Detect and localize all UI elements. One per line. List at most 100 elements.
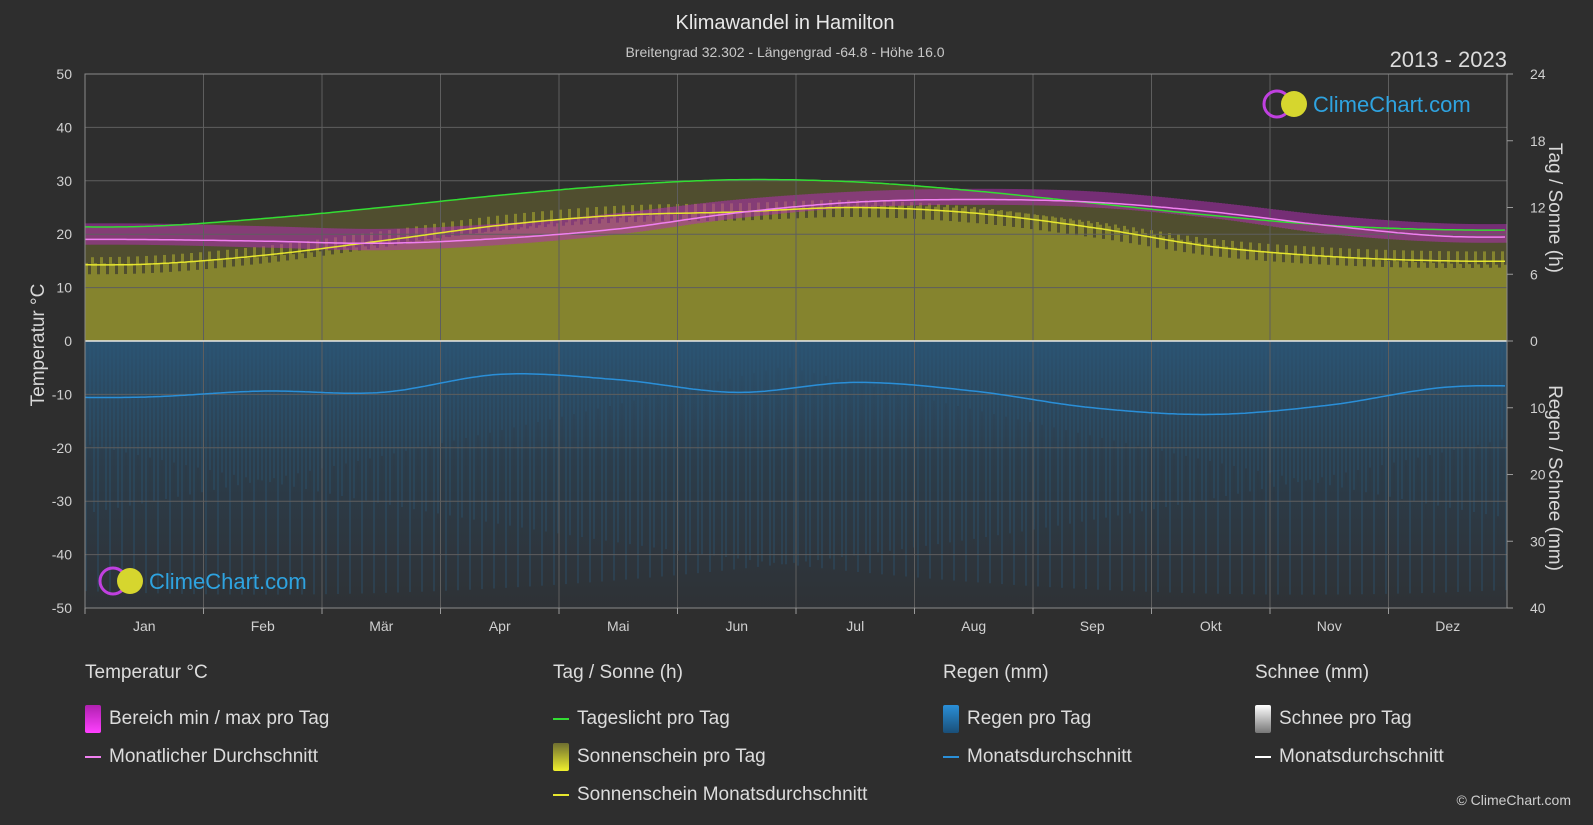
rain-column — [1425, 341, 1427, 504]
temp-range-column — [1492, 224, 1495, 243]
sunshine-column — [673, 214, 676, 341]
temp-range-column — [553, 219, 556, 241]
temp-range-column — [931, 189, 934, 206]
temp-range-column — [1111, 192, 1114, 209]
temp-range-column — [550, 219, 553, 242]
sunshine-column — [1189, 241, 1192, 341]
rain-column — [561, 341, 563, 417]
y-axis-right-top-label: Tag / Sonne (h) — [1544, 143, 1565, 273]
series-line-rain-avg — [84, 373, 1506, 416]
temp-range-column — [1420, 222, 1423, 242]
rain-column — [141, 341, 143, 504]
sunshine-column — [163, 254, 166, 341]
rain-column — [165, 341, 167, 499]
rain-column — [757, 341, 759, 567]
sunshine-column — [1159, 231, 1162, 341]
rain-column — [1485, 341, 1487, 515]
sunshine-column — [1027, 213, 1030, 341]
temp-range-column — [1285, 210, 1288, 229]
sunshine-column — [1258, 243, 1261, 341]
temp-range-column — [874, 190, 877, 207]
x-tick-label: Jul — [846, 618, 864, 634]
rain-column — [241, 341, 243, 595]
logo-top[interactable]: ClimeChart.com — [1262, 89, 1471, 119]
rain-column — [577, 341, 579, 584]
temp-range-column — [820, 193, 823, 210]
rain-column — [525, 341, 527, 425]
temp-range-column — [220, 225, 223, 247]
sunshine-column — [1132, 227, 1135, 341]
rain-column — [429, 341, 431, 446]
sunshine-column — [289, 243, 292, 341]
temp-range-column — [415, 228, 418, 250]
sunshine-column — [112, 263, 115, 341]
rain-column — [401, 341, 403, 508]
rain-column — [353, 341, 355, 499]
temp-range-column — [1177, 198, 1180, 215]
sunshine-column — [1195, 236, 1198, 341]
rain-column — [1369, 341, 1371, 468]
sunshine-column — [1252, 249, 1255, 341]
rain-column — [1393, 341, 1395, 463]
sunshine-column — [172, 254, 175, 341]
temp-range-column — [259, 226, 262, 248]
sunshine-column — [292, 254, 295, 341]
temp-range-column — [1480, 224, 1483, 243]
rain-column — [745, 341, 747, 569]
rain-column — [565, 341, 567, 585]
sunshine-swatch-icon — [553, 743, 569, 771]
rain-column — [1105, 341, 1107, 518]
sunshine-column — [682, 214, 685, 341]
temp-range-column — [466, 225, 469, 248]
sunshine-column — [1360, 259, 1363, 341]
sunshine-column — [730, 203, 733, 341]
sunshine-column — [856, 200, 859, 341]
sunshine-column — [1165, 249, 1168, 341]
sunshine-column — [817, 206, 820, 341]
temp-range-column — [610, 213, 613, 236]
temp-range-column — [232, 225, 235, 247]
sunshine-column — [1042, 215, 1045, 341]
x-tick-label: Okt — [1200, 618, 1222, 634]
temp-range-column — [628, 211, 631, 234]
rain-column — [841, 341, 843, 558]
chart-title: Klimawandel in Hamilton — [676, 12, 895, 34]
rain-column — [1229, 341, 1231, 594]
rain-column — [741, 341, 743, 376]
sunshine-column — [871, 205, 874, 341]
sunshine-column — [1048, 231, 1051, 341]
rain-column — [1449, 341, 1451, 508]
sunshine-column — [1297, 254, 1300, 341]
temp-range-column — [418, 227, 421, 250]
rain-column — [481, 341, 483, 590]
rain-column — [489, 341, 491, 433]
sunshine-column — [376, 247, 379, 341]
sunshine-column — [1045, 216, 1048, 341]
rain-column — [485, 341, 487, 522]
sunshine-column — [1021, 227, 1024, 341]
sunshine-column — [535, 227, 538, 341]
rain-column — [1489, 341, 1491, 443]
temp-range-column — [1234, 204, 1237, 222]
sunshine-column — [529, 226, 532, 341]
temp-range-column — [1261, 207, 1264, 226]
temp-range-column — [1432, 222, 1435, 242]
temp-range-column — [778, 196, 781, 214]
sunshine-column — [1102, 238, 1105, 341]
temp-range-column — [634, 211, 637, 233]
sunshine-column — [1447, 251, 1450, 341]
sunshine-column — [832, 217, 835, 341]
sunshine-column — [412, 242, 415, 341]
logo-bottom[interactable]: ClimeChart.com — [98, 566, 307, 596]
rain-column — [205, 341, 207, 595]
temp-range-column — [1267, 208, 1270, 226]
temp-range-column — [316, 227, 319, 250]
rain-column — [1201, 341, 1203, 501]
sunshine-column — [541, 211, 544, 341]
temp-range-column — [226, 225, 229, 247]
sunshine-column — [346, 248, 349, 341]
sunshine-column — [1225, 246, 1228, 341]
temp-range-column — [1489, 224, 1492, 243]
rain-column — [597, 341, 599, 409]
temp-range-column — [1069, 190, 1072, 207]
